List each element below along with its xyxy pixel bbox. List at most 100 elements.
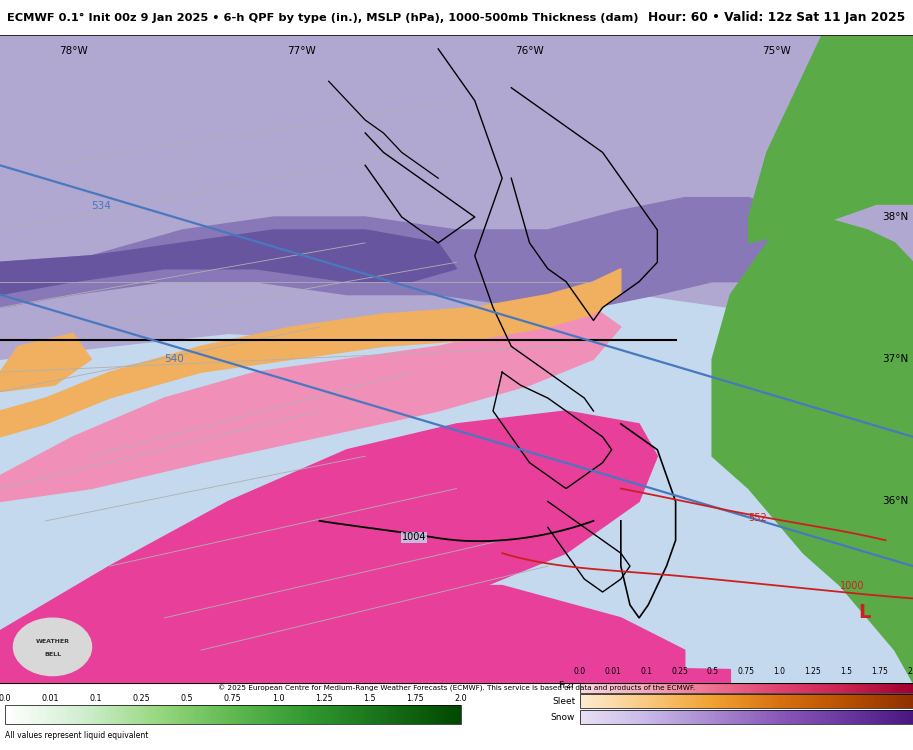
Bar [697, 679, 698, 693]
Text: 1.75: 1.75 [871, 667, 888, 676]
Bar [590, 694, 592, 709]
Bar [870, 679, 871, 693]
Bar [166, 706, 169, 724]
Bar [653, 694, 655, 709]
Bar [370, 706, 373, 724]
Bar [663, 694, 665, 709]
Bar [224, 706, 226, 724]
Bar [660, 679, 661, 693]
Bar [245, 706, 247, 724]
Bar [333, 706, 336, 724]
Bar [100, 706, 102, 724]
Bar [708, 710, 709, 724]
Bar [804, 694, 806, 709]
Bar [283, 706, 285, 724]
Bar [175, 706, 178, 724]
Bar [671, 694, 673, 709]
Bar [775, 710, 776, 724]
Bar [16, 706, 18, 724]
Bar [582, 694, 583, 709]
Bar [288, 706, 290, 724]
Bar [251, 706, 253, 724]
Bar [698, 694, 699, 709]
Bar [679, 679, 681, 693]
Text: Snow: Snow [551, 712, 575, 722]
Bar [703, 679, 705, 693]
Bar [693, 710, 695, 724]
Bar [822, 694, 823, 709]
Bar [897, 694, 898, 709]
Bar [858, 710, 860, 724]
Bar [834, 679, 836, 693]
Bar [780, 694, 782, 709]
Bar [866, 694, 868, 709]
Bar [813, 710, 814, 724]
Bar [27, 706, 29, 724]
Bar [707, 679, 708, 693]
Bar [91, 706, 93, 724]
Polygon shape [749, 36, 913, 243]
Bar [606, 694, 608, 709]
Bar [178, 706, 180, 724]
Bar [792, 694, 793, 709]
Bar [826, 679, 828, 693]
Bar [719, 710, 721, 724]
Text: 0.01: 0.01 [41, 694, 59, 703]
Bar [893, 710, 895, 724]
Bar [612, 679, 613, 693]
Bar [733, 710, 735, 724]
Bar [775, 694, 776, 709]
Bar [806, 679, 808, 693]
Bar [901, 679, 903, 693]
Bar [761, 679, 763, 693]
Bar [303, 706, 306, 724]
Bar [626, 694, 628, 709]
Bar [778, 679, 780, 693]
Text: 0.1: 0.1 [640, 667, 653, 676]
Bar [622, 710, 623, 724]
Bar [132, 706, 135, 724]
Bar [855, 694, 856, 709]
Bar [670, 710, 671, 724]
Bar [717, 694, 718, 709]
Bar [802, 679, 803, 693]
Bar [856, 679, 858, 693]
Bar [793, 694, 794, 709]
Bar [897, 710, 898, 724]
Text: 552: 552 [749, 513, 768, 523]
Bar [711, 710, 713, 724]
Bar [782, 694, 783, 709]
Bar [766, 694, 768, 709]
Bar [219, 706, 221, 724]
Bar [808, 679, 810, 693]
Bar [826, 694, 828, 709]
Bar [447, 706, 449, 724]
Bar [689, 679, 691, 693]
Bar [183, 706, 184, 724]
Bar [215, 706, 217, 724]
Bar [588, 694, 590, 709]
Bar [338, 706, 340, 724]
Bar [868, 694, 870, 709]
Bar [889, 679, 891, 693]
Bar [78, 706, 80, 724]
Bar [861, 710, 863, 724]
Bar [335, 706, 338, 724]
Bar [329, 706, 331, 724]
Bar [766, 710, 768, 724]
Bar [432, 706, 434, 724]
Bar [893, 694, 895, 709]
Bar [828, 679, 830, 693]
Bar [660, 710, 661, 724]
Bar [331, 706, 333, 724]
Bar [624, 679, 626, 693]
Bar [853, 694, 855, 709]
Bar [630, 710, 632, 724]
Bar [679, 710, 681, 724]
Bar [727, 679, 728, 693]
Bar [614, 694, 616, 709]
Bar [661, 694, 663, 709]
Bar [440, 706, 443, 724]
Bar [363, 706, 365, 724]
Bar [593, 710, 594, 724]
